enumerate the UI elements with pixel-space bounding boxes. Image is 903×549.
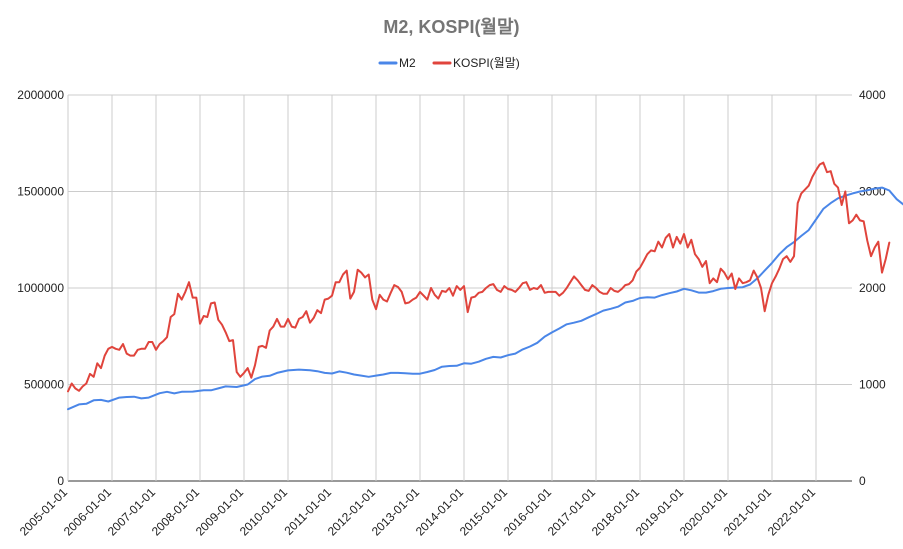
legend-item-kospi[interactable]: KOSPI(월말)	[432, 56, 520, 70]
legend-label-kospi: KOSPI(월말)	[453, 56, 520, 70]
left-tick-label: 2000000	[17, 88, 64, 102]
right-tick-label: 4000	[859, 88, 886, 102]
left-tick-label: 1500000	[17, 185, 64, 199]
left-tick-label: 500000	[24, 378, 64, 392]
chart-title: M2, KOSPI(월말)	[383, 17, 519, 37]
series-line-kospi	[67, 161, 891, 393]
right-tick-label: 0	[859, 474, 866, 488]
series-layer	[67, 161, 903, 411]
left-tick-label: 1000000	[17, 281, 64, 295]
horizontal-gridlines	[68, 94, 852, 482]
series-line-m2	[67, 186, 903, 411]
legend-item-m2[interactable]: M2	[378, 56, 416, 70]
left-axis-ticks: 0 500000 1000000 1500000 2000000	[17, 88, 64, 488]
legend-label-m2: M2	[399, 56, 416, 70]
right-tick-label: 2000	[859, 281, 886, 295]
left-tick-label: 0	[57, 474, 64, 488]
legend: M2 KOSPI(월말)	[378, 56, 520, 70]
right-tick-label: 1000	[859, 378, 886, 392]
